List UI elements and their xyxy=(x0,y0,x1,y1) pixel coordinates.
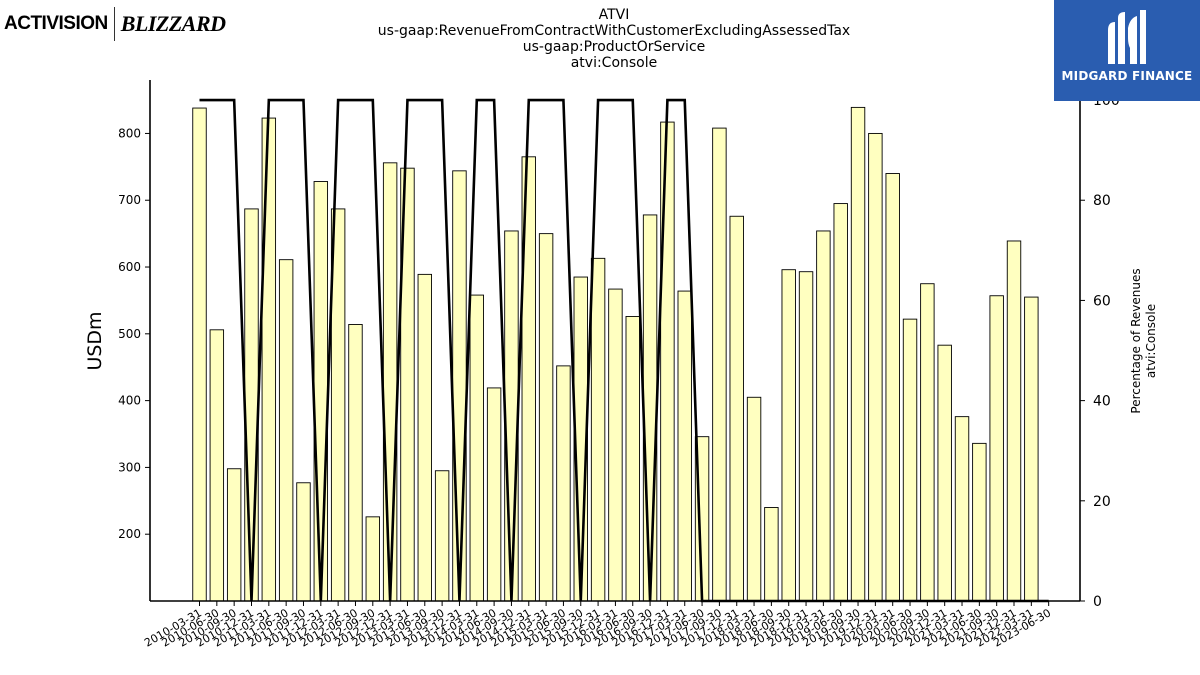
bar xyxy=(642,214,658,602)
activision-blizzard-logo: ACTIVISION BLIZZARD xyxy=(4,6,226,42)
bar xyxy=(868,132,883,602)
bar xyxy=(920,283,935,602)
bar xyxy=(1024,296,1039,602)
activision-wordmark: ACTIVISION xyxy=(4,13,108,34)
y-tick-label: 200 xyxy=(118,527,141,541)
bar xyxy=(677,290,692,602)
bar xyxy=(1006,240,1022,602)
y-axis-title: USDm xyxy=(84,311,106,370)
logo-divider xyxy=(113,7,115,41)
bar xyxy=(937,344,952,602)
bar xyxy=(434,470,450,602)
chart-title-line: ATVI xyxy=(598,7,630,23)
y2-tick-label: 60 xyxy=(1093,293,1111,309)
bar xyxy=(781,269,796,602)
chart-title-block: ATVI us-gaap:RevenueFromContractWithCust… xyxy=(300,7,928,71)
y2-axis-title-line: atvi:Console xyxy=(1144,304,1158,378)
bar xyxy=(504,230,519,602)
bar xyxy=(885,173,900,602)
y2-tick-label: 0 xyxy=(1093,594,1102,610)
y-tick-label: 600 xyxy=(118,260,141,274)
bar xyxy=(538,233,554,602)
bar xyxy=(625,316,640,602)
bar xyxy=(764,507,779,602)
bar xyxy=(452,170,467,602)
midgard-finance-logo: MIDGARD FINANCE xyxy=(1054,0,1200,101)
bar xyxy=(798,271,814,602)
bar xyxy=(590,257,606,602)
bar xyxy=(486,387,502,602)
midgard-mark-icon xyxy=(1108,10,1146,64)
blizzard-wordmark: BLIZZARD xyxy=(120,11,226,36)
chart-title-line: us-gaap:RevenueFromContractWithCustomerE… xyxy=(377,23,851,39)
bar xyxy=(660,121,675,602)
y2-tick-label: 80 xyxy=(1093,193,1111,209)
bar xyxy=(816,230,831,602)
bar xyxy=(608,288,623,602)
bar xyxy=(989,295,1004,602)
bar xyxy=(365,516,380,602)
y-tick-label: 400 xyxy=(118,394,141,408)
y2-tick-label: 40 xyxy=(1093,394,1111,410)
chart-title-line: us-gaap:ProductOrService xyxy=(522,39,706,55)
brand-name: MIDGARD FINANCE xyxy=(1061,69,1193,83)
bar xyxy=(902,318,918,602)
bar xyxy=(348,324,363,602)
y-tick-label: 500 xyxy=(118,327,141,341)
y-tick-label: 700 xyxy=(118,193,141,207)
bar xyxy=(954,416,970,602)
bar xyxy=(278,259,294,602)
bar xyxy=(417,273,432,602)
bar xyxy=(556,365,571,602)
bar xyxy=(712,127,727,602)
bar xyxy=(209,329,225,602)
bar xyxy=(296,482,311,602)
bar xyxy=(226,468,242,602)
y2-axis-title-line: Percentage of Revenues xyxy=(1129,268,1143,413)
bar xyxy=(469,294,484,602)
bar xyxy=(972,442,987,602)
bar xyxy=(244,208,259,602)
bar xyxy=(729,215,744,602)
bar xyxy=(850,106,866,602)
bar xyxy=(382,162,398,602)
y-tick-label: 300 xyxy=(118,460,141,474)
chart-title-line: atvi:Console xyxy=(570,55,658,71)
bar xyxy=(746,396,762,602)
y2-tick-label: 20 xyxy=(1093,494,1111,510)
y-tick-label: 800 xyxy=(118,126,141,140)
bar xyxy=(261,117,277,602)
bar xyxy=(833,203,848,602)
bar xyxy=(192,107,207,602)
bar xyxy=(313,181,329,602)
